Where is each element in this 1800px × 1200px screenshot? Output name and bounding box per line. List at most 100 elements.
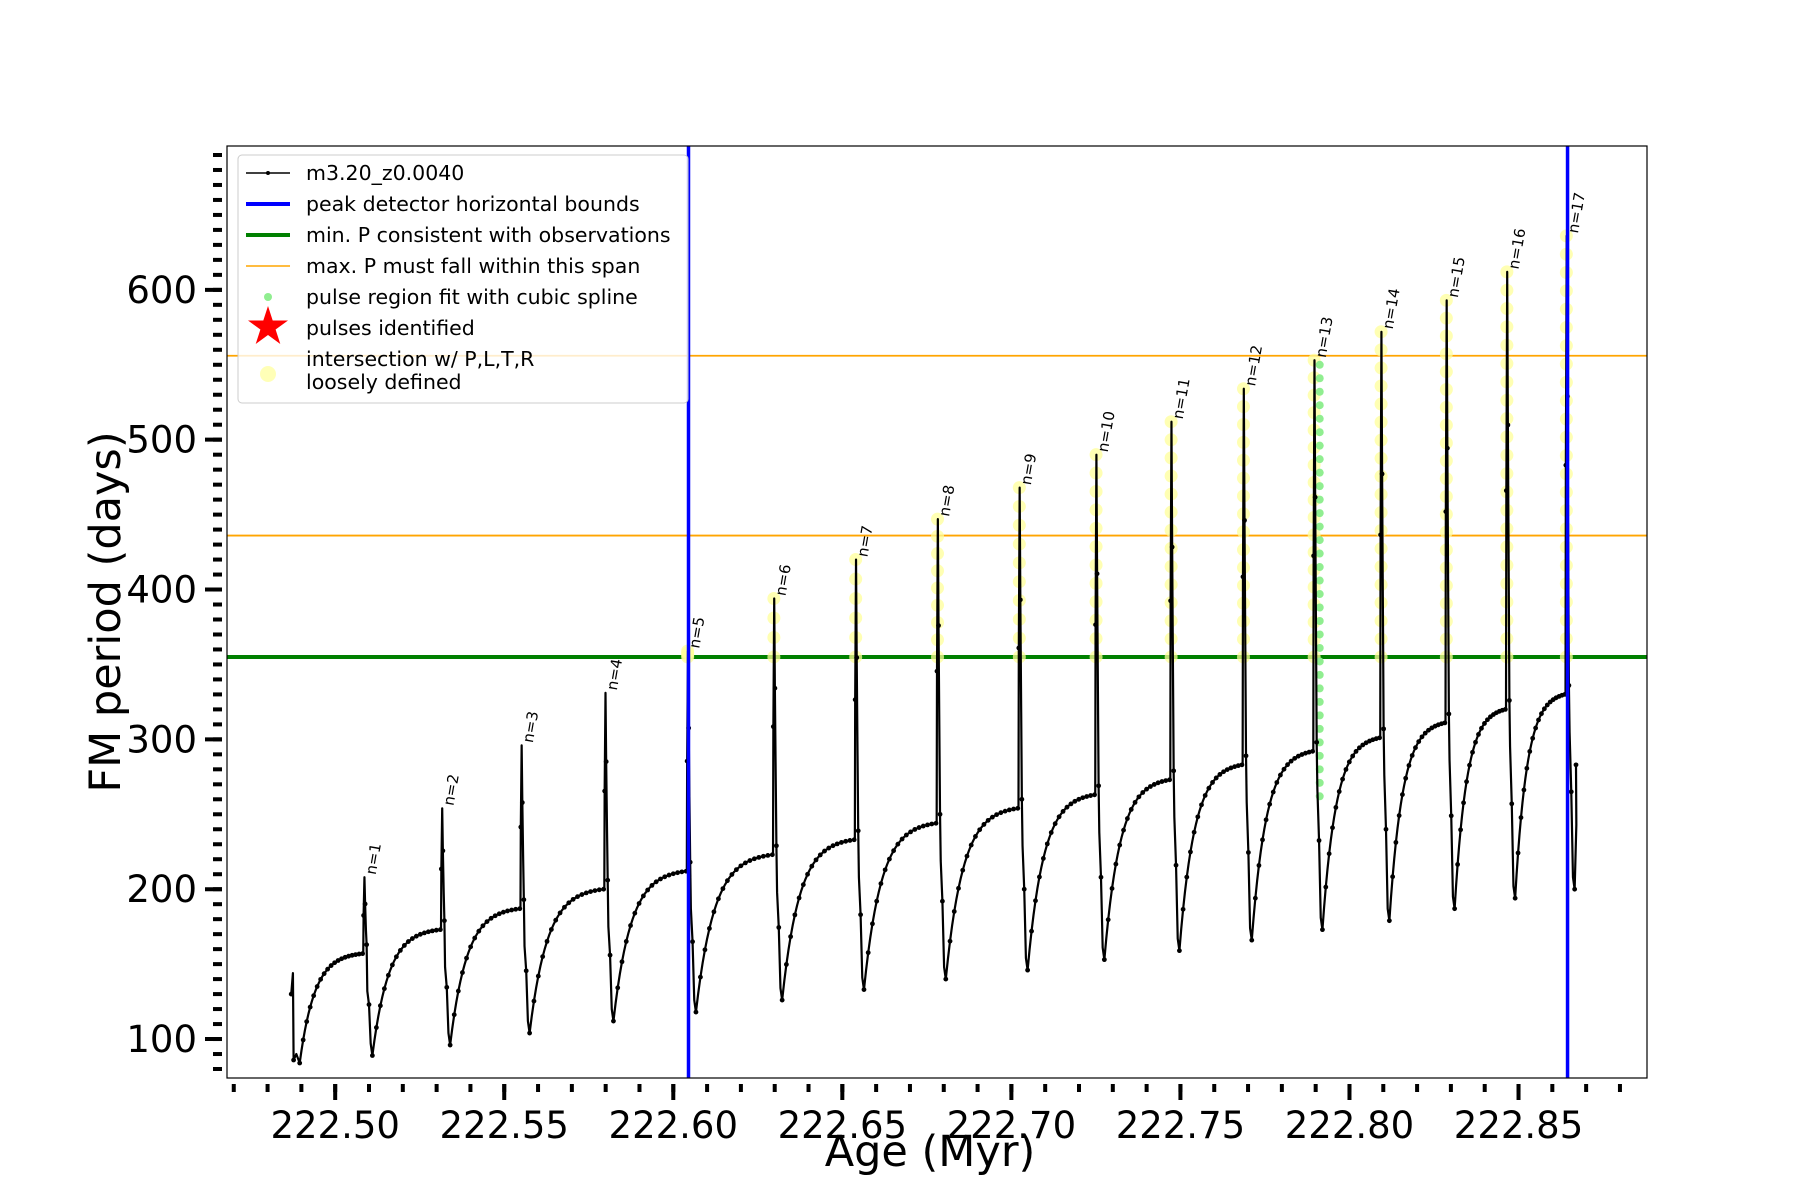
spline-marker xyxy=(1315,724,1324,733)
x-tick-label: 222.75 xyxy=(1116,1104,1245,1147)
series-point xyxy=(1232,764,1237,770)
legend-entry-green: min. P consistent with observations xyxy=(246,223,671,247)
series-point xyxy=(409,936,415,941)
series-point xyxy=(822,848,827,854)
series-point xyxy=(1310,748,1316,754)
series-point xyxy=(397,948,403,953)
series-point xyxy=(826,845,832,851)
series-point xyxy=(998,810,1004,816)
series-point xyxy=(1084,794,1090,799)
series-point xyxy=(544,938,550,944)
series-point xyxy=(548,927,554,932)
series-point xyxy=(796,895,802,901)
series-point xyxy=(1221,769,1226,775)
series-point xyxy=(1101,957,1107,963)
series-point xyxy=(805,871,810,877)
series-point xyxy=(1199,802,1204,808)
series-point xyxy=(318,976,324,982)
pulse-label: n=8 xyxy=(935,484,958,518)
series-point xyxy=(658,876,663,882)
series-point xyxy=(843,838,849,844)
series-point xyxy=(847,838,853,843)
pulse-label: n=7 xyxy=(853,524,876,558)
series-point xyxy=(1479,725,1484,731)
y-tick-label: 600 xyxy=(126,269,197,312)
series-point xyxy=(603,759,609,765)
series-point xyxy=(1239,762,1245,768)
series-point xyxy=(1482,721,1487,726)
series-point xyxy=(583,890,589,896)
series-point xyxy=(1419,734,1425,740)
x-axis-ticks: 222.50 222.55 222.60 222.65 222.70 222.75 222.… xyxy=(231,1084,1622,1147)
series-point xyxy=(325,966,331,972)
series-point xyxy=(1311,553,1317,559)
spline-marker xyxy=(1315,414,1324,423)
series-point xyxy=(666,872,672,878)
series-point xyxy=(381,986,387,992)
series-point xyxy=(557,910,563,916)
series-point xyxy=(653,879,659,885)
series-point xyxy=(360,951,365,957)
spline-marker xyxy=(1315,522,1324,531)
series-point xyxy=(553,917,559,923)
series-point xyxy=(933,820,939,826)
legend-entry-orange: max. P must fall within this span xyxy=(246,254,640,278)
series-point xyxy=(444,984,450,990)
series-point xyxy=(1518,815,1524,820)
series-point xyxy=(895,841,901,847)
series-point xyxy=(1524,765,1530,771)
series-point xyxy=(1260,837,1265,843)
series-point xyxy=(1019,796,1025,802)
series-point xyxy=(951,909,957,914)
series-point xyxy=(1306,749,1312,755)
series-point xyxy=(1159,779,1165,784)
series-point xyxy=(776,925,782,930)
series-point xyxy=(579,892,585,897)
y-tick-label: 100 xyxy=(126,1018,197,1061)
series-point xyxy=(1188,849,1193,855)
series-point xyxy=(1056,814,1062,820)
x-tick-label: 222.80 xyxy=(1285,1104,1414,1147)
series-point xyxy=(830,843,836,849)
legend-label-blue: peak detector horizontal bounds xyxy=(306,192,640,216)
series-point xyxy=(1224,767,1230,773)
series-point xyxy=(1098,874,1104,880)
series-point xyxy=(1521,787,1527,793)
series-point xyxy=(1168,598,1174,604)
series-point xyxy=(1527,749,1533,754)
series-point xyxy=(1312,494,1318,500)
series-point xyxy=(562,904,567,910)
series-point xyxy=(592,888,598,893)
x-tick-label: 222.65 xyxy=(778,1104,907,1147)
series-point xyxy=(1105,917,1111,923)
series-point xyxy=(1213,775,1219,781)
series-point xyxy=(1406,763,1412,768)
series-point xyxy=(813,857,819,863)
pulse-label: n=1 xyxy=(362,842,385,876)
series-point xyxy=(566,900,572,906)
series-point xyxy=(1274,780,1280,785)
series-point xyxy=(936,623,941,628)
series-point xyxy=(442,918,447,924)
series-point xyxy=(1448,813,1454,819)
series-point xyxy=(366,1002,372,1007)
series-point xyxy=(1505,422,1511,428)
series-point xyxy=(1403,775,1409,781)
series-point xyxy=(615,985,621,991)
series-point xyxy=(1326,851,1332,857)
series-point xyxy=(1148,784,1153,789)
series-point xyxy=(531,998,537,1004)
series-point xyxy=(770,724,776,730)
series-point xyxy=(632,910,638,916)
series-point xyxy=(1270,789,1276,795)
series-point xyxy=(1568,789,1574,795)
series-point xyxy=(1093,622,1098,628)
series-point xyxy=(1177,948,1182,954)
spline-marker xyxy=(1315,711,1324,720)
series-point xyxy=(947,938,953,944)
series-point xyxy=(1443,509,1449,515)
pulse-label: n=5 xyxy=(685,615,708,649)
series-point xyxy=(1242,517,1247,523)
series-point xyxy=(1044,841,1050,847)
